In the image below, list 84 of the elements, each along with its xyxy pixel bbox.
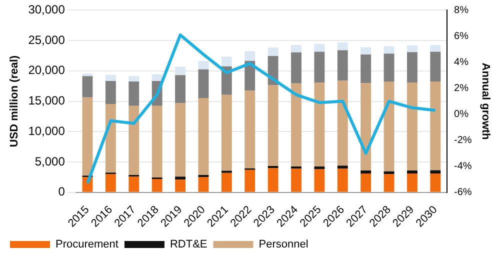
bar [198, 69, 209, 98]
bar [268, 48, 278, 56]
y2-tick-label: 0% [454, 109, 469, 120]
bar [152, 179, 162, 192]
bar [384, 54, 394, 82]
bar [128, 82, 140, 106]
bar [407, 174, 418, 192]
bar [337, 168, 348, 192]
bar [384, 82, 394, 172]
legend-label: RDT&E [170, 238, 208, 251]
bar [198, 98, 209, 176]
bar [384, 174, 394, 192]
y-tick-label: 10,000 [28, 124, 66, 138]
bar [291, 45, 302, 52]
bar [430, 52, 441, 82]
bar [175, 176, 186, 180]
y2-tick-label: 6% [454, 30, 469, 42]
bar [337, 50, 348, 81]
bar [430, 82, 441, 170]
bar [291, 52, 302, 84]
bar [314, 166, 325, 170]
bar [221, 94, 232, 171]
legend-label: Personnel [258, 238, 308, 251]
bar [407, 82, 418, 171]
bar [314, 52, 325, 83]
bar [221, 172, 232, 192]
bar [430, 170, 441, 174]
y-tick-label: 5,000 [34, 154, 66, 168]
y2-tick-label: 8% [454, 4, 469, 16]
y2-tick-label: -4% [454, 161, 472, 172]
bar [407, 45, 418, 52]
y-tick-label: 25,000 [28, 32, 66, 47]
bar [128, 176, 140, 192]
bar [337, 166, 348, 169]
bar [105, 174, 116, 192]
bar [360, 174, 372, 192]
y-tick-label: 0 [58, 184, 66, 199]
bar [360, 170, 372, 174]
bar [244, 90, 256, 168]
bar [152, 74, 162, 81]
bar [105, 104, 116, 173]
bar [105, 80, 116, 104]
bar [268, 168, 278, 192]
bar [360, 83, 372, 171]
bar [198, 60, 209, 70]
bar [291, 168, 302, 192]
y-tick-label: 30,000 [28, 2, 66, 17]
bar [198, 177, 209, 192]
bar [82, 97, 93, 176]
bar [314, 82, 325, 167]
bar [268, 85, 278, 166]
bar [128, 76, 140, 82]
y2-tick-label: 4% [454, 56, 469, 68]
legend-label: Procurement [56, 238, 118, 251]
bar [175, 75, 186, 104]
bar [314, 44, 325, 52]
y-axis-title: USD million (real) [8, 55, 21, 148]
bar [384, 46, 394, 54]
y2-tick-label: 2% [454, 83, 469, 94]
bar [244, 170, 256, 192]
bar [407, 52, 418, 82]
bar [152, 106, 162, 178]
bar [105, 74, 116, 81]
bar [82, 76, 93, 98]
bar [175, 180, 186, 192]
y-tick-label: 15,000 [28, 94, 66, 108]
y2-axis-title: Annual growth [479, 62, 492, 140]
bar [360, 54, 372, 84]
bar [360, 47, 372, 55]
y2-tick-label: -6% [454, 187, 472, 198]
bar [82, 74, 93, 76]
bar [268, 166, 278, 168]
bar [244, 51, 256, 61]
bar [407, 170, 418, 174]
y2-tick-label: -2% [454, 135, 472, 146]
bar [175, 103, 186, 177]
bar [314, 169, 325, 192]
y-tick-label: 20,000 [28, 63, 66, 78]
bar [430, 45, 441, 52]
bar [128, 106, 140, 176]
bar [337, 80, 348, 166]
bar [291, 83, 302, 167]
bar [430, 174, 441, 192]
bar [221, 56, 232, 66]
